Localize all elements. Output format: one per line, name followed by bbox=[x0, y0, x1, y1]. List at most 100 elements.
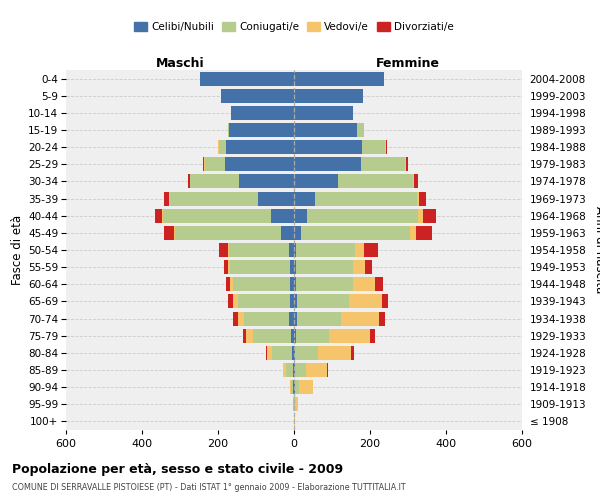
Bar bbox=[289, 243, 294, 257]
Bar bbox=[219, 140, 226, 154]
Bar bbox=[294, 312, 297, 326]
Bar bbox=[410, 226, 416, 240]
Text: Popolazione per età, sesso e stato civile - 2009: Popolazione per età, sesso e stato civil… bbox=[12, 462, 343, 475]
Bar bbox=[188, 174, 190, 188]
Bar bbox=[292, 380, 293, 394]
Bar bbox=[341, 312, 379, 326]
Bar bbox=[289, 312, 294, 326]
Bar bbox=[355, 243, 364, 257]
Bar bbox=[294, 294, 297, 308]
Bar bbox=[294, 88, 363, 102]
Bar bbox=[296, 278, 353, 291]
Bar bbox=[224, 260, 228, 274]
Bar bbox=[232, 106, 294, 120]
Bar bbox=[227, 243, 229, 257]
Bar bbox=[299, 380, 313, 394]
Bar bbox=[219, 243, 227, 257]
Bar bbox=[226, 278, 230, 291]
Bar bbox=[290, 294, 294, 308]
Bar bbox=[200, 72, 294, 86]
Bar bbox=[353, 278, 376, 291]
Bar bbox=[243, 328, 246, 342]
Bar bbox=[385, 140, 386, 154]
Bar bbox=[329, 328, 370, 342]
Text: Femmine: Femmine bbox=[376, 57, 440, 70]
Bar bbox=[175, 226, 281, 240]
Bar bbox=[295, 380, 299, 394]
Bar bbox=[294, 278, 296, 291]
Bar bbox=[230, 278, 233, 291]
Bar bbox=[338, 174, 413, 188]
Bar bbox=[294, 106, 353, 120]
Bar bbox=[271, 208, 294, 222]
Bar bbox=[294, 123, 356, 137]
Bar bbox=[296, 243, 355, 257]
Bar bbox=[233, 294, 238, 308]
Bar bbox=[365, 260, 372, 274]
Bar bbox=[326, 363, 328, 377]
Bar bbox=[318, 346, 352, 360]
Bar bbox=[418, 208, 423, 222]
Bar bbox=[265, 346, 267, 360]
Bar bbox=[417, 192, 419, 205]
Bar bbox=[221, 88, 294, 102]
Bar bbox=[292, 346, 294, 360]
Bar bbox=[296, 260, 353, 274]
Bar bbox=[290, 260, 294, 274]
Bar bbox=[190, 174, 239, 188]
Bar bbox=[295, 346, 318, 360]
Bar bbox=[238, 294, 290, 308]
Bar bbox=[294, 174, 338, 188]
Bar bbox=[295, 363, 306, 377]
Bar bbox=[382, 294, 388, 308]
Bar bbox=[294, 260, 296, 274]
Bar bbox=[293, 398, 294, 411]
Bar bbox=[416, 226, 433, 240]
Bar bbox=[155, 208, 162, 222]
Bar bbox=[294, 192, 315, 205]
Bar bbox=[297, 294, 349, 308]
Bar bbox=[307, 208, 418, 222]
Bar bbox=[294, 398, 295, 411]
Bar bbox=[294, 414, 295, 428]
Bar bbox=[294, 328, 296, 342]
Bar bbox=[296, 328, 329, 342]
Bar bbox=[233, 278, 290, 291]
Bar bbox=[353, 260, 365, 274]
Bar bbox=[294, 140, 362, 154]
Bar bbox=[203, 158, 205, 172]
Bar bbox=[225, 158, 294, 172]
Bar bbox=[306, 363, 326, 377]
Text: COMUNE DI SERRAVALLE PISTOIESE (PT) - Dati ISTAT 1° gennaio 2009 - Elaborazione : COMUNE DI SERRAVALLE PISTOIESE (PT) - Da… bbox=[12, 484, 406, 492]
Bar bbox=[238, 312, 244, 326]
Bar bbox=[291, 328, 294, 342]
Bar bbox=[364, 243, 378, 257]
Bar bbox=[349, 294, 382, 308]
Bar bbox=[229, 243, 289, 257]
Bar bbox=[386, 140, 387, 154]
Bar bbox=[290, 278, 294, 291]
Bar bbox=[294, 380, 295, 394]
Bar bbox=[361, 158, 406, 172]
Bar bbox=[352, 346, 355, 360]
Bar bbox=[258, 192, 294, 205]
Bar bbox=[379, 312, 385, 326]
Bar bbox=[294, 226, 301, 240]
Bar bbox=[239, 174, 294, 188]
Bar bbox=[229, 123, 294, 137]
Bar bbox=[370, 328, 375, 342]
Bar bbox=[244, 312, 289, 326]
Bar bbox=[163, 208, 271, 222]
Bar bbox=[297, 312, 341, 326]
Bar bbox=[413, 174, 414, 188]
Bar bbox=[293, 380, 294, 394]
Bar bbox=[169, 192, 170, 205]
Bar bbox=[419, 192, 426, 205]
Bar bbox=[230, 260, 290, 274]
Bar bbox=[281, 226, 294, 240]
Bar bbox=[205, 158, 225, 172]
Text: Maschi: Maschi bbox=[155, 57, 205, 70]
Bar bbox=[294, 208, 307, 222]
Bar bbox=[162, 208, 163, 222]
Bar bbox=[267, 346, 272, 360]
